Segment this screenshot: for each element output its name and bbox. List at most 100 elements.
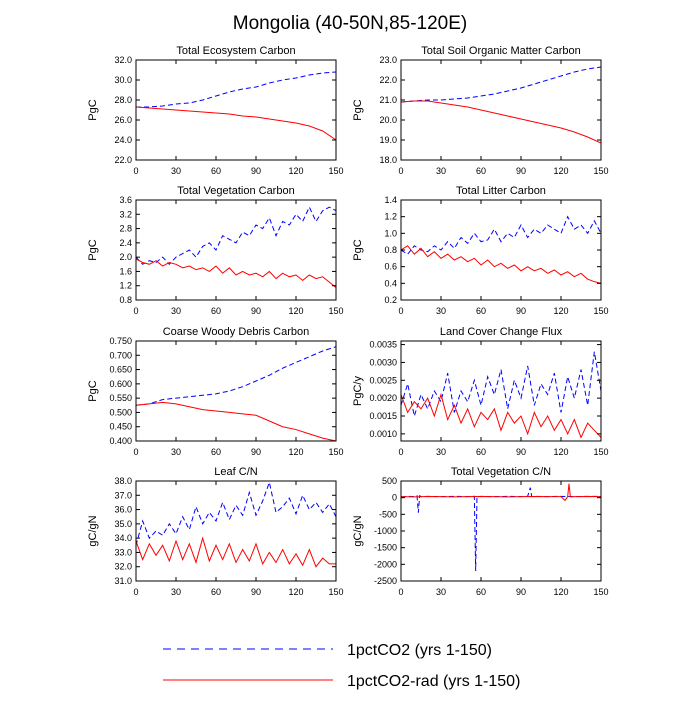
x-tick-label: 150 — [328, 587, 343, 597]
x-tick-label: 120 — [553, 447, 568, 457]
x-tick-label: 60 — [476, 587, 486, 597]
x-tick-label: 150 — [328, 447, 343, 457]
y-axis-label: PgC/y — [352, 376, 364, 406]
x-tick-label: 0 — [133, 306, 138, 316]
x-tick-label: 120 — [288, 447, 303, 457]
x-tick-label: 60 — [476, 166, 486, 176]
series-line-1pctCO2 — [136, 71, 336, 108]
x-tick-label: 60 — [211, 587, 221, 597]
chart-title: Total Ecosystem Carbon — [176, 45, 295, 57]
x-tick-label: 0 — [133, 166, 138, 176]
series-line-1pctCO2 — [401, 66, 601, 103]
series-line-1pctCO2-rad — [136, 401, 336, 441]
y-tick-label: 36.0 — [114, 505, 132, 515]
y-tick-label: 22.0 — [379, 75, 397, 85]
y-tick-label: 28.0 — [114, 95, 132, 105]
y-tick-label: 37.0 — [114, 490, 132, 500]
y-tick-label: 1.2 — [384, 212, 397, 222]
y-tick-label: 0.0035 — [369, 340, 397, 350]
series-line-1pctCO2-rad — [401, 245, 601, 284]
y-tick-label: 33.0 — [114, 547, 132, 557]
y-tick-label: 20.0 — [379, 115, 397, 125]
x-tick-label: 0 — [398, 166, 403, 176]
plot-frame — [135, 59, 337, 161]
series-line-1pctCO2-rad — [136, 536, 336, 568]
x-tick-label: 90 — [516, 306, 526, 316]
chart-panel-2: Total Vegetation Carbon PgC 0 30 60 90 120 150 0… — [87, 185, 344, 316]
chart-panel-1: Total Soil Organic Matter Carbon PgC 0 30 60… — [352, 45, 609, 176]
y-tick-label: 0.0030 — [369, 357, 397, 367]
series-line-1pctCO2 — [136, 346, 336, 406]
y-tick-label: 0.400 — [109, 436, 132, 446]
x-tick-label: 0 — [398, 587, 403, 597]
x-tick-label: 30 — [171, 306, 181, 316]
y-axis-label: gC/gN — [352, 515, 364, 546]
x-tick-label: 90 — [516, 166, 526, 176]
y-tick-label: 0.0015 — [369, 411, 397, 421]
x-tick-label: 30 — [436, 306, 446, 316]
legend-label-1pctCO2: 1pctCO2 (yrs 1-150) — [347, 642, 492, 659]
x-tick-label: 150 — [593, 587, 608, 597]
y-tick-label: -500 — [379, 509, 397, 519]
x-tick-label: 60 — [476, 306, 486, 316]
y-tick-label: 31.0 — [114, 576, 132, 586]
x-tick-label: 30 — [436, 587, 446, 597]
y-tick-label: -1000 — [374, 526, 397, 536]
y-axis-label: PgC — [87, 239, 99, 260]
y-tick-label: 1.0 — [384, 228, 397, 238]
y-tick-label: 22.0 — [114, 155, 132, 165]
x-tick-label: 30 — [171, 447, 181, 457]
plot-frame — [135, 199, 337, 301]
plot-frame — [135, 340, 337, 442]
x-tick-label: 90 — [251, 166, 261, 176]
chart-title: Total Vegetation Carbon — [177, 185, 294, 197]
chart-panel-6: Leaf C/N gC/gN 0 30 60 90 120 150 31.0 32.0 33.0 34… — [87, 466, 344, 597]
x-tick-label: 30 — [436, 166, 446, 176]
y-tick-label: -2500 — [374, 576, 397, 586]
series-line-1pctCO2 — [136, 205, 336, 266]
chart-title: Coarse Woody Debris Carbon — [163, 326, 310, 338]
y-tick-label: 2.8 — [119, 224, 132, 234]
y-tick-label: 0.6 — [384, 262, 397, 272]
y-axis-label: PgC — [352, 239, 364, 260]
y-tick-label: 3.2 — [119, 209, 132, 219]
x-tick-label: 90 — [251, 447, 261, 457]
y-tick-label: 21.0 — [379, 95, 397, 105]
plot-frame — [135, 480, 337, 582]
x-tick-label: 60 — [211, 447, 221, 457]
x-tick-label: 120 — [553, 166, 568, 176]
legend-label-1pctCO2-rad: 1pctCO2-rad (yrs 1-150) — [347, 673, 520, 690]
y-tick-label: 26.0 — [114, 115, 132, 125]
x-tick-label: 120 — [288, 166, 303, 176]
x-tick-label: 150 — [328, 166, 343, 176]
y-tick-label: 0.500 — [109, 407, 132, 417]
series-line-1pctCO2 — [401, 487, 601, 572]
y-axis-label: PgC — [352, 99, 364, 120]
x-tick-label: 90 — [251, 587, 261, 597]
x-tick-label: 0 — [133, 447, 138, 457]
series-line-1pctCO2 — [136, 481, 336, 546]
plot-frame — [400, 480, 602, 582]
x-tick-label: 150 — [593, 306, 608, 316]
x-tick-label: 0 — [398, 306, 403, 316]
x-tick-label: 150 — [593, 447, 608, 457]
y-axis-label: PgC — [87, 99, 99, 120]
series-line-1pctCO2 — [401, 215, 601, 255]
y-tick-label: 500 — [382, 476, 397, 486]
y-tick-label: 1.6 — [119, 266, 132, 276]
x-tick-label: 60 — [211, 166, 221, 176]
y-tick-label: 0.450 — [109, 422, 132, 432]
series-line-1pctCO2 — [401, 351, 601, 418]
chart-panel-3: Total Litter Carbon PgC 0 30 60 90 120 150 0.2 0.… — [352, 185, 609, 316]
chart-title: Total Litter Carbon — [456, 185, 546, 197]
chart-panel-7: Total Vegetation C/N gC/gN 0 30 60 90 120 150 -2… — [352, 466, 609, 597]
y-tick-label: 0 — [392, 493, 397, 503]
y-tick-label: 0.2 — [384, 295, 397, 305]
y-tick-label: 0.8 — [384, 245, 397, 255]
panels: Total Ecosystem Carbon PgC 0 30 60 90 120 150 22… — [87, 45, 609, 597]
y-tick-label: 2.0 — [119, 252, 132, 262]
plot-frame — [400, 59, 602, 161]
y-tick-label: 34.0 — [114, 533, 132, 543]
y-tick-label: 24.0 — [114, 135, 132, 145]
figure-title: Mongolia (40-50N,85-120E) — [233, 13, 467, 34]
